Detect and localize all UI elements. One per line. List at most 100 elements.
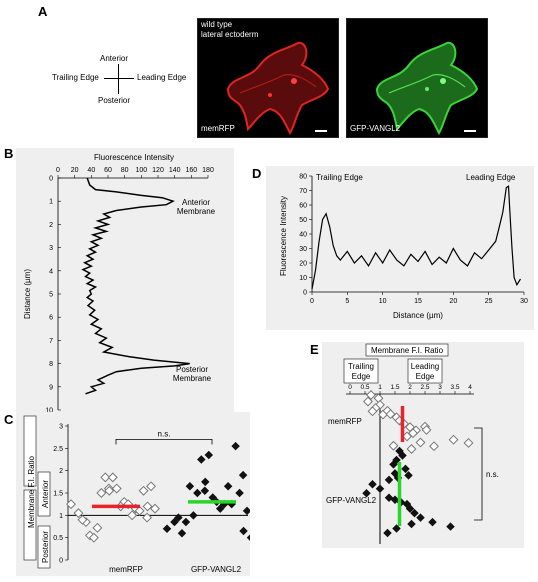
y-tick-label: 1: [59, 513, 63, 520]
data-point-memrfp: [463, 438, 474, 448]
data-point-memrfp: [385, 409, 396, 420]
y-tick-label: 50: [299, 217, 307, 224]
x-tick-label: 0: [348, 384, 352, 391]
panel-d-background: [266, 166, 534, 330]
panel-c-chart: Membrane F.I. Ratio Anterior Posterior 0…: [23, 415, 250, 574]
panel-d-chart: Fluorescence Intensity 01020304050607080…: [279, 173, 528, 320]
label-leading-edge: Leading Edge: [137, 73, 187, 82]
x-tick-label: 0: [56, 167, 60, 174]
data-point-memrfp: [150, 503, 160, 514]
annotation-leading-edge: Leading Edge: [466, 173, 516, 182]
y-tick-label: 0.5: [53, 535, 63, 542]
annotation-posterior: Posterior: [176, 365, 208, 374]
x-tick-label: 80: [121, 167, 129, 174]
data-point-memrfp: [142, 501, 153, 512]
x-tick-label: 2: [408, 384, 412, 391]
annotation-membrane-bottom: Membrane: [173, 374, 212, 383]
mean-bars: [397, 406, 405, 526]
x-tick-label: 1: [378, 384, 382, 391]
x-tick-label: 60: [104, 167, 112, 174]
y-tick-label: 2: [49, 222, 53, 229]
x-tick-label: 0.5: [360, 384, 369, 391]
x-tick-label: 5: [345, 298, 349, 305]
data-point-gfp-vangl2: [375, 484, 385, 494]
annotation-membrane-top: Membrane: [177, 207, 216, 216]
data-point-memrfp: [415, 437, 426, 448]
data-point-memrfp: [96, 488, 107, 498]
y-tick-label: 70: [299, 188, 307, 195]
axis-label-leading-1: Leading: [411, 362, 439, 371]
data-point-memrfp: [373, 393, 384, 404]
category-memrfp: memRFP: [328, 417, 362, 426]
y-tick-labels: 0 0.5 1 1.5 2 2.5 3: [53, 424, 68, 565]
y-tick-label: 3: [49, 245, 53, 252]
orientation-cross: [118, 64, 119, 94]
data-point-memrfp: [363, 396, 373, 407]
x-tick-label: 4: [468, 384, 472, 391]
x-tick-label: 25: [485, 298, 493, 305]
data-point-gfp-vangl2: [239, 526, 248, 536]
data-point-gfp-vangl2: [181, 517, 191, 527]
data-point-gfp-vangl2: [197, 455, 206, 464]
panel-d-label: D: [252, 166, 262, 181]
significance-bracket: [474, 427, 483, 521]
data-point-gfp-vangl2: [242, 506, 250, 516]
scale-bar: [464, 130, 476, 132]
x-tick-label: 140: [169, 167, 181, 174]
category-gfp-vangl2: GFP-VANGL2: [191, 565, 242, 574]
x-tick-label: 2.5: [420, 384, 429, 391]
axis-label-leading-2: Edge: [416, 372, 435, 381]
data-point-gfp-vangl2: [362, 489, 371, 498]
x-axis-label: Fluorescence Intensity: [94, 153, 174, 162]
data-point-gfp-vangl2: [174, 513, 183, 522]
data-point-memrfp: [111, 483, 122, 494]
label-posterior: Posterior: [98, 96, 131, 105]
y-tick-label: 6: [49, 315, 53, 322]
series-line: [81, 177, 190, 395]
data-point-gfp-vangl2: [383, 528, 392, 538]
data-point-memrfp: [142, 512, 153, 523]
x-tick-label: 20: [71, 167, 79, 174]
orientation-cross-h: [104, 78, 134, 79]
memrfp-micrograph: wild type lateral ectoderm memRFP: [197, 18, 339, 138]
data-point-gfp-vangl2: [204, 450, 214, 460]
y-tick-label: 4: [49, 268, 53, 275]
data-point-memrfp: [366, 390, 376, 400]
x-tick-label: 3: [438, 384, 442, 391]
category-memrfp: memRFP: [109, 565, 143, 574]
axis-label-trailing-2: Edge: [352, 372, 371, 381]
data-point-memrfp: [402, 431, 412, 442]
y-tick-labels: 0 10 20 30 40 50 60 70 80: [299, 174, 312, 297]
y-axis-sub-posterior: Posterior: [41, 531, 50, 563]
data-point-memrfp: [138, 485, 149, 496]
x-tick-label: 3.5: [450, 384, 459, 391]
data-point-memrfp: [388, 440, 399, 451]
data-point-gfp-vangl2: [235, 488, 244, 498]
x-tick-label: 30: [520, 298, 528, 305]
data-point-gfp-vangl2: [428, 517, 437, 527]
data-point-memrfp: [100, 472, 111, 483]
annotation-anterior: Anterior: [182, 198, 210, 207]
panel-b-label: B: [4, 146, 14, 161]
y-tick-label: 40: [299, 232, 307, 239]
significance-bracket: [115, 439, 213, 445]
x-tick-label: 40: [87, 167, 95, 174]
x-tick-label: 0: [310, 298, 314, 305]
data-point-gfp-vangl2: [392, 524, 401, 533]
data-point-gfp-vangl2: [185, 482, 195, 491]
caption-lateral-ectoderm: lateral ectoderm: [201, 30, 259, 39]
data-point-memrfp: [367, 406, 378, 417]
gfp-vangl2-micrograph: GFP-VANGL2: [346, 18, 488, 138]
data-point-memrfp: [107, 472, 118, 483]
data-point-gfp-vangl2: [410, 508, 419, 518]
data-point-memrfp: [92, 522, 103, 533]
x-tick-label: 180: [202, 167, 214, 174]
label-trailing-edge: Trailing Edge: [52, 73, 99, 82]
y-tick-label: 0: [303, 290, 307, 297]
data-point-memrfp: [448, 434, 459, 445]
data-point-gfp-vangl2: [246, 533, 250, 542]
y-axis-label: Fluorescence Intensity: [279, 196, 288, 276]
data-points: [66, 441, 250, 543]
data-point-memrfp: [104, 485, 115, 496]
y-axis-label: Distance (µm): [23, 269, 32, 319]
